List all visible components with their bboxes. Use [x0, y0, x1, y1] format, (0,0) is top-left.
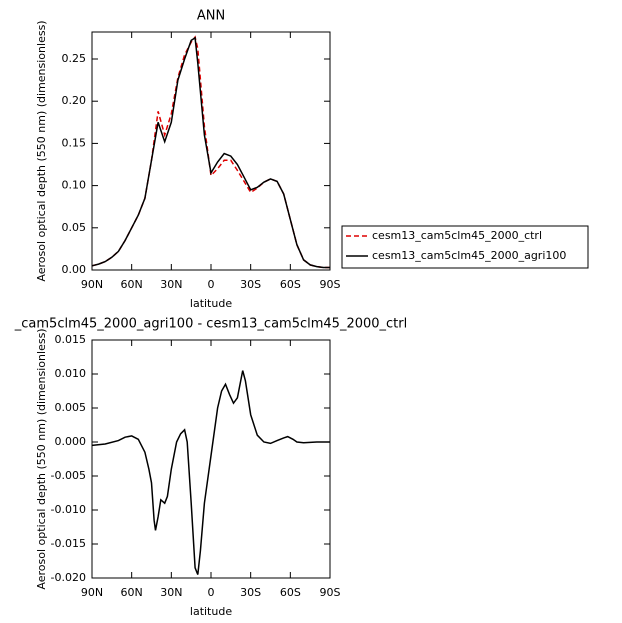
x-tick-label: 60S	[280, 586, 301, 599]
y-tick-label: 0.015	[55, 333, 87, 346]
x-tick-label: 0	[208, 586, 215, 599]
x-tick-label: 90N	[81, 586, 103, 599]
y-tick-label: 0.010	[55, 367, 87, 380]
x-tick-label: 90S	[320, 586, 341, 599]
y-tick-label: 0.00	[62, 263, 87, 276]
x-tick-label: 30N	[160, 586, 182, 599]
y-tick-label: 0.20	[62, 94, 87, 107]
x-tick-label: 60N	[121, 586, 143, 599]
y-tick-label: 0.10	[62, 179, 87, 192]
x-tick-label: 90N	[81, 278, 103, 291]
y-tick-label: 0.005	[55, 401, 87, 414]
legend-label: cesm13_cam5clm45_2000_ctrl	[372, 229, 542, 242]
x-axis-label: latitude	[190, 297, 232, 310]
y-tick-label: 0.000	[55, 435, 87, 448]
y-axis-label: Aerosol optical depth (550 nm) (dimensio…	[35, 20, 48, 281]
x-tick-label: 30S	[240, 586, 261, 599]
chart-title: ANN	[197, 9, 225, 24]
y-tick-label: 0.25	[62, 52, 87, 65]
plot-frame	[91, 339, 331, 579]
x-tick-label: 60S	[280, 278, 301, 291]
legend-box	[341, 225, 589, 269]
x-axis-label: latitude	[190, 605, 232, 618]
legend-label: cesm13_cam5clm45_2000_agri100	[372, 249, 566, 262]
x-tick-label: 30N	[160, 278, 182, 291]
data-line	[91, 370, 330, 575]
y-tick-label: 0.15	[62, 136, 87, 149]
x-tick-label: 30S	[240, 278, 261, 291]
y-axis-label: Aerosol optical depth (550 nm) (dimensio…	[35, 328, 48, 589]
y-tick-label: -0.020	[51, 571, 86, 584]
data-line	[91, 36, 330, 269]
y-tick-label: -0.010	[51, 503, 86, 516]
chart-title: _cam5clm45_2000_agri100 - cesm13_cam5clm…	[14, 317, 407, 332]
y-tick-label: -0.005	[51, 469, 86, 482]
plot-frame	[91, 31, 331, 271]
x-tick-label: 0	[208, 278, 215, 291]
x-tick-label: 90S	[320, 278, 341, 291]
y-tick-label: -0.015	[51, 537, 86, 550]
y-tick-label: 0.05	[62, 221, 87, 234]
x-tick-label: 60N	[121, 278, 143, 291]
